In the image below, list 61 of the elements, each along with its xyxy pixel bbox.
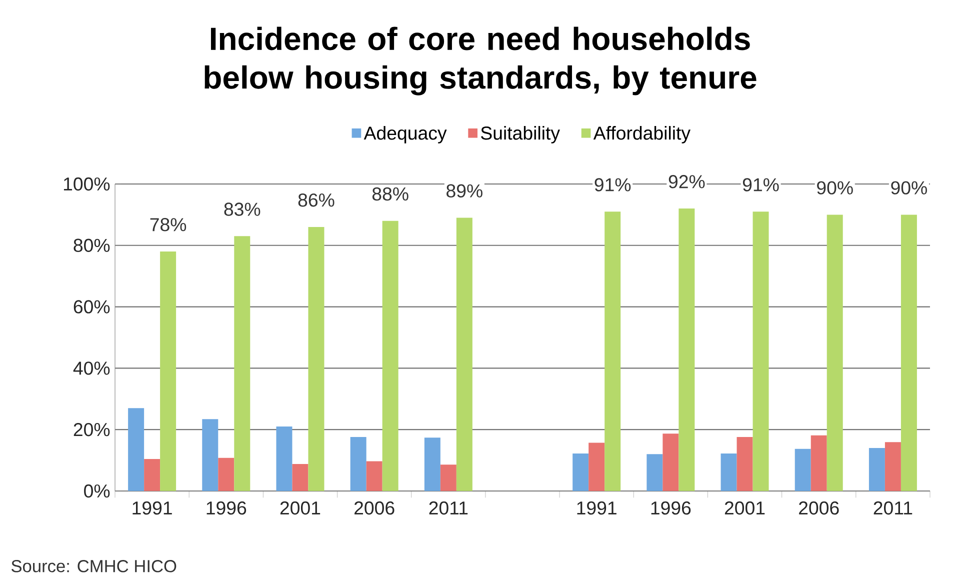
x-tick-label: 2011 — [429, 501, 468, 515]
bar — [456, 218, 472, 491]
bar — [424, 438, 440, 491]
legend-label: Affordability — [593, 126, 691, 144]
y-tick-label: 80% — [74, 238, 110, 252]
bar — [202, 419, 218, 491]
bar — [736, 436, 753, 491]
bar — [810, 435, 827, 491]
bar — [218, 458, 234, 491]
bar — [884, 442, 901, 491]
bar — [588, 442, 605, 491]
data-label: 90% — [817, 181, 853, 194]
bar — [572, 454, 589, 491]
legend-label: Adequacy — [364, 126, 447, 144]
bar — [646, 454, 663, 491]
y-tick-label: 0% — [84, 484, 110, 498]
bar — [382, 220, 398, 491]
y-tick-label: 40% — [73, 362, 110, 375]
bar — [160, 252, 176, 491]
x-tick-label: 2001 — [724, 501, 765, 515]
bar — [662, 434, 679, 491]
data-label: 86% — [298, 193, 334, 207]
x-tick-label: 2001 — [280, 501, 320, 515]
bar — [900, 214, 917, 491]
bar — [678, 208, 695, 491]
x-tick-label: 1991 — [577, 501, 616, 515]
data-label: 88% — [372, 187, 408, 201]
x-tick-label: 2006 — [799, 501, 839, 515]
bar — [292, 464, 308, 491]
bar — [366, 461, 382, 491]
bar — [826, 214, 843, 491]
bar — [868, 448, 885, 491]
data-label: 90% — [891, 181, 927, 194]
bar — [752, 212, 769, 491]
bar — [720, 454, 737, 491]
bar — [144, 459, 160, 491]
data-label: 83% — [224, 202, 260, 216]
bar — [234, 236, 250, 491]
y-tick-label: 20% — [74, 422, 110, 436]
data-label: 91% — [594, 178, 631, 192]
x-tick-label: 2006 — [354, 501, 394, 515]
bar — [276, 426, 292, 491]
bar — [350, 436, 366, 491]
data-label: 89% — [446, 184, 482, 198]
legend-label: Suitability — [481, 126, 560, 144]
x-tick-label: 1996 — [651, 501, 691, 515]
chart-title: Incidence of core need households below housing standards, by tenure — [204, 26, 756, 96]
data-label: 92% — [668, 175, 705, 188]
x-tick-label: 1991 — [132, 501, 172, 515]
source-note: Source: CMHC HICO — [12, 560, 176, 572]
bar — [794, 448, 811, 491]
x-tick-label: 1996 — [206, 501, 246, 515]
data-label: 91% — [742, 178, 779, 192]
bar — [604, 212, 621, 491]
y-tick-label: 100% — [64, 177, 110, 191]
bar — [308, 226, 324, 491]
bar — [440, 464, 456, 491]
x-tick-label: 2011 — [874, 501, 912, 515]
data-label: 78% — [150, 218, 186, 232]
y-tick-label: 60% — [74, 300, 110, 314]
bar — [128, 408, 144, 491]
